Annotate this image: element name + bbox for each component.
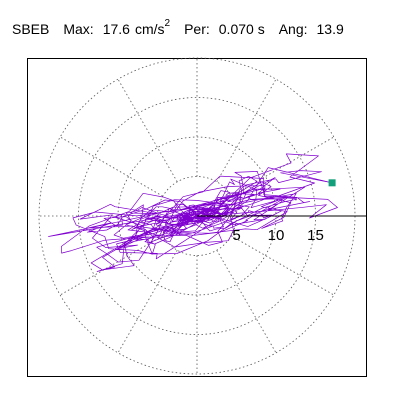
period-value: 0.070 s — [218, 20, 265, 37]
period-label: Per: — [184, 20, 210, 37]
station-code: SBEB — [12, 20, 50, 37]
header: SBEB Max: 17.6 cm/s2 Per: 0.070 s Ang: 13.9 — [12, 16, 400, 37]
grid-spoke-30 — [231, 136, 335, 197]
max-label: Max: — [63, 20, 94, 37]
max-value: 17.6 — [102, 20, 130, 37]
grid-spoke-60 — [216, 78, 277, 182]
grid-spoke-120 — [117, 78, 178, 182]
orbit-path — [48, 153, 338, 272]
grid-spoke-330 — [231, 235, 335, 296]
orbit-trace — [48, 153, 338, 272]
angle-label: Ang: — [278, 20, 308, 37]
peak-marker — [328, 179, 336, 187]
grid-spoke-240 — [117, 250, 178, 354]
radial-tick-label-5: 5 — [232, 227, 240, 244]
grid-spoke-300 — [216, 250, 277, 354]
max-unit: cm/s — [134, 20, 165, 37]
radial-tick-label-15: 15 — [307, 227, 324, 244]
max-unit-exponent: 2 — [164, 18, 171, 29]
grid-spoke-210 — [59, 235, 163, 296]
radial-tick-label-10: 10 — [268, 227, 285, 244]
grid-spoke-150 — [59, 136, 163, 197]
plot-frame — [27, 58, 367, 377]
angle-value: 13.9 — [316, 20, 344, 37]
tick-labels: 5 10 15 — [232, 227, 324, 244]
marker-layer — [328, 179, 336, 187]
